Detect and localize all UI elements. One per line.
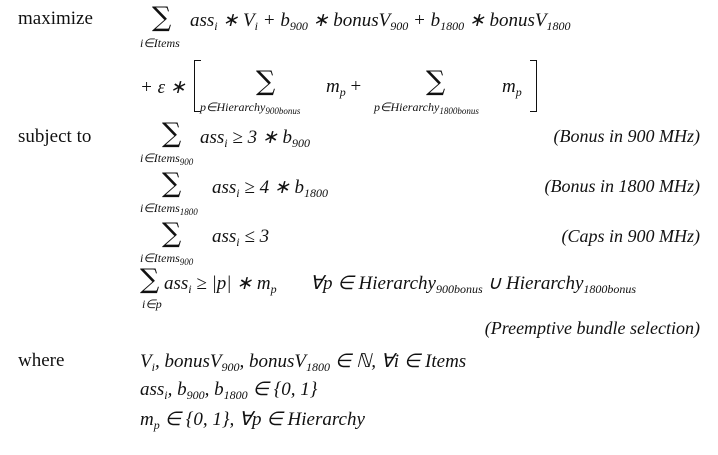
sum-b-term: mp (502, 76, 522, 99)
sum-b-index: p∈Hierarchy1800bonus (374, 100, 479, 116)
sum-index: i∈p (142, 297, 162, 311)
sum-a-term: mp + (326, 76, 362, 99)
subject-to-label: subject to (18, 126, 92, 147)
where-line-1: Vi, bonusV900, bonusV1800 ∈ ℕ, ∀i ∈ Item… (140, 351, 467, 374)
constraint-tag: (Caps in 900 MHz) (561, 226, 701, 246)
right-bracket (530, 60, 537, 112)
constraint-expression: assi ≤ 3 (212, 226, 270, 249)
sum-symbol: ∑ (256, 66, 276, 97)
constraint-tag: (Bonus in 1800 MHz) (544, 176, 701, 196)
sum-index: i∈Items900 (140, 251, 194, 267)
sum-symbol: ∑ (140, 264, 160, 295)
forall-clause: ∀p ∈ Hierarchy900bonus ∪ Hierarchy1800bo… (310, 273, 637, 296)
maximize-label: maximize (18, 8, 93, 29)
sum-symbol: ∑ (152, 2, 172, 33)
constraint-tag: (Bonus in 900 MHz) (553, 126, 701, 146)
sum-a-index: p∈Hierarchy900bonus (200, 100, 301, 116)
constraint-expression: assi ≥ |p| ∗ mp (164, 273, 277, 296)
sum-symbol: ∑ (162, 168, 182, 199)
sum-index: i∈Items1800 (140, 201, 198, 217)
sum-symbol: ∑ (162, 218, 182, 249)
constraint-tag: (Preemptive bundle selection) (484, 318, 700, 338)
where-label: where (18, 350, 65, 371)
objective-expression: assi ∗ Vi + b900 ∗ bonusV900 + b1800 ∗ b… (190, 10, 571, 33)
epsilon-prefix: + ε ∗ (140, 77, 186, 98)
where-line-3: mp ∈ {0, 1}, ∀p ∈ Hierarchy (140, 409, 365, 432)
sum-index: i∈Items (140, 36, 180, 50)
constraint-expression: assi ≥ 4 ∗ b1800 (212, 177, 328, 200)
sum-symbol: ∑ (426, 66, 446, 97)
left-bracket (194, 60, 201, 112)
constraint-expression: assi ≥ 3 ∗ b900 (200, 127, 310, 150)
sum-symbol: ∑ (162, 118, 182, 149)
where-line-2: assi, b900, b1800 ∈ {0, 1} (140, 379, 318, 402)
sum-index: i∈Items900 (140, 151, 194, 167)
